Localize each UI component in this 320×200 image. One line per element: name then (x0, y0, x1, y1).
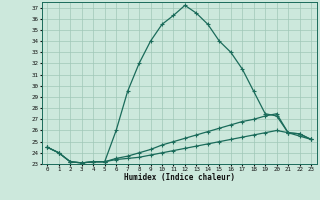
X-axis label: Humidex (Indice chaleur): Humidex (Indice chaleur) (124, 173, 235, 182)
